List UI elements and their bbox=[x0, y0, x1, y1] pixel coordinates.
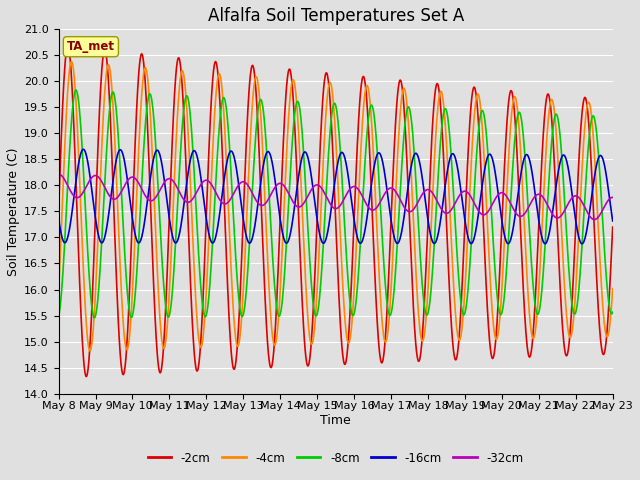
Y-axis label: Soil Temperature (C): Soil Temperature (C) bbox=[7, 147, 20, 276]
Title: Alfalfa Soil Temperatures Set A: Alfalfa Soil Temperatures Set A bbox=[207, 7, 464, 25]
X-axis label: Time: Time bbox=[320, 414, 351, 427]
Text: TA_met: TA_met bbox=[67, 40, 115, 53]
Legend: -2cm, -4cm, -8cm, -16cm, -32cm: -2cm, -4cm, -8cm, -16cm, -32cm bbox=[143, 447, 529, 469]
